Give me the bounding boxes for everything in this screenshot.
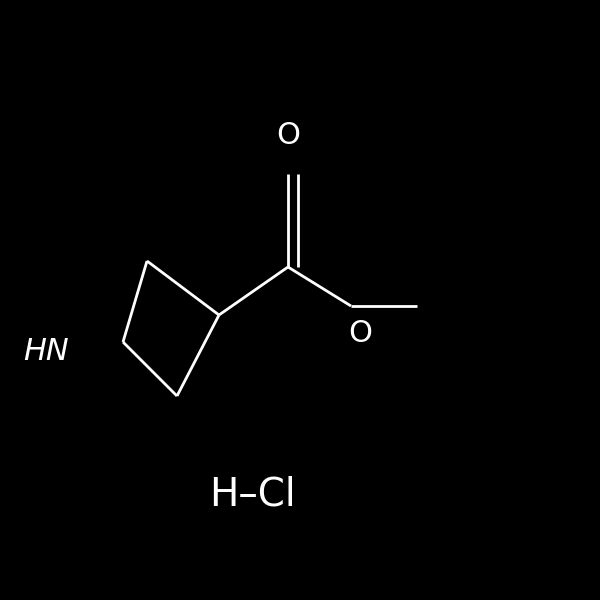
Text: O: O [276, 121, 300, 150]
Text: H–Cl: H–Cl [209, 476, 295, 514]
Text: O: O [348, 319, 372, 348]
Text: HN: HN [23, 337, 69, 365]
